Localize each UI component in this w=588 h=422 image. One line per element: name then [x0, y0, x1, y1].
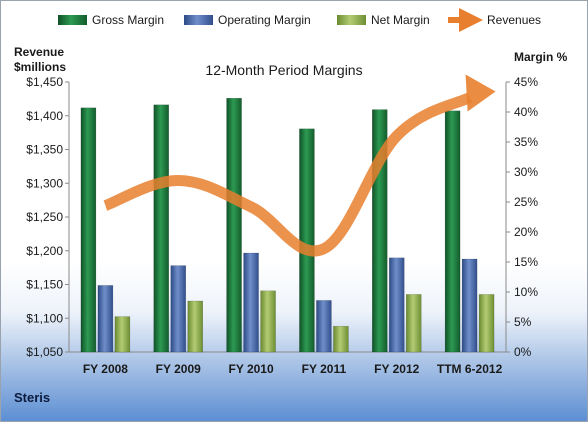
bar-operating-margin: [97, 285, 114, 353]
y-right-tick-label: 40%: [514, 105, 538, 119]
y-right-tick-label: 10%: [514, 285, 538, 299]
y-right-tick-label: 45%: [514, 75, 538, 89]
legend-item-revenues: Revenues: [448, 8, 541, 32]
x-tick-label: FY 2009: [156, 362, 201, 376]
y-right-tick-label: 5%: [514, 315, 532, 329]
x-tick-label: FY 2011: [302, 362, 347, 376]
bar-gross-margin: [299, 128, 315, 353]
y-left-tick-label: $1,350: [26, 143, 63, 157]
y-left-tick-label: $1,250: [26, 210, 63, 224]
y-left-tick-label: $1,200: [26, 244, 63, 258]
axes: $1,050 $1,100 $1,150 $1,200 $1,250 $1,300 $1,3…: [26, 75, 538, 359]
bar-operating-margin: [316, 300, 332, 353]
legend-item-operating-margin: Operating Margin: [184, 13, 311, 27]
bar-net-margin: [478, 294, 495, 353]
legend-item-net-margin: Net Margin: [337, 13, 430, 27]
y-left-tick-label: $1,150: [26, 278, 63, 292]
y-left-tick-label: $1,400: [26, 109, 63, 123]
y-right-tick-label: 15%: [514, 255, 538, 269]
legend-label-net-margin: Net Margin: [371, 13, 430, 27]
y-right-tick-label: 35%: [514, 135, 538, 149]
y-right-title: Margin %: [514, 50, 568, 64]
legend-swatch-operating-margin: [184, 15, 213, 25]
legend: Gross Margin Operating Margin Net Margin…: [58, 8, 541, 32]
bar-net-margin: [260, 290, 276, 353]
bar-net-margin: [406, 294, 422, 353]
bar-gross-margin: [80, 107, 97, 353]
y-left-tick-label: $1,450: [26, 75, 63, 89]
y-left-title-line2: $millions: [14, 60, 66, 74]
y-right-tick-label: 25%: [514, 195, 538, 209]
bar-operating-margin: [461, 258, 478, 353]
bar-gross-margin: [153, 104, 169, 353]
chart-title: 12-Month Period Margins: [205, 62, 362, 78]
bar-operating-margin: [389, 257, 405, 353]
y-left-tick-label: $1,300: [26, 176, 63, 190]
legend-label-revenues: Revenues: [487, 13, 541, 27]
bar-net-margin: [187, 300, 203, 353]
y-left-tick-label: $1,050: [26, 345, 63, 359]
y-right-tick-label: 0%: [514, 345, 532, 359]
legend-label-operating-margin: Operating Margin: [218, 13, 311, 27]
company-name: Steris: [14, 390, 51, 405]
x-axis-labels: FY 2008 FY 2009 FY 2010 FY 2011 FY 2012 TTM 6…: [83, 362, 503, 376]
bar-net-margin: [114, 316, 131, 353]
x-tick-label: FY 2012: [374, 362, 419, 376]
bar-operating-margin: [243, 252, 259, 353]
x-tick-label: TTM 6-2012: [437, 362, 503, 376]
bar-operating-margin: [170, 265, 186, 353]
bar-net-margin: [333, 325, 349, 353]
y-right-tick-label: 30%: [514, 165, 538, 179]
legend-swatch-gross-margin: [58, 15, 87, 25]
legend-label-gross-margin: Gross Margin: [92, 13, 164, 27]
revenue-line-layer: [103, 74, 496, 257]
x-tick-label: FY 2008: [83, 362, 128, 376]
y-right-tick-label: 20%: [514, 225, 538, 239]
legend-item-gross-margin: Gross Margin: [58, 13, 164, 27]
y-left-tick-label: $1,100: [26, 311, 63, 325]
revenue-line: [103, 92, 473, 257]
bar-gross-margin: [226, 97, 242, 353]
revenue-arrowhead: [465, 74, 496, 112]
x-tick-label: FY 2010: [229, 362, 274, 376]
legend-swatch-net-margin: [337, 15, 366, 25]
bar-gross-margin: [444, 110, 461, 353]
y-left-title-line1: Revenue: [14, 45, 64, 59]
bars: [80, 97, 495, 353]
